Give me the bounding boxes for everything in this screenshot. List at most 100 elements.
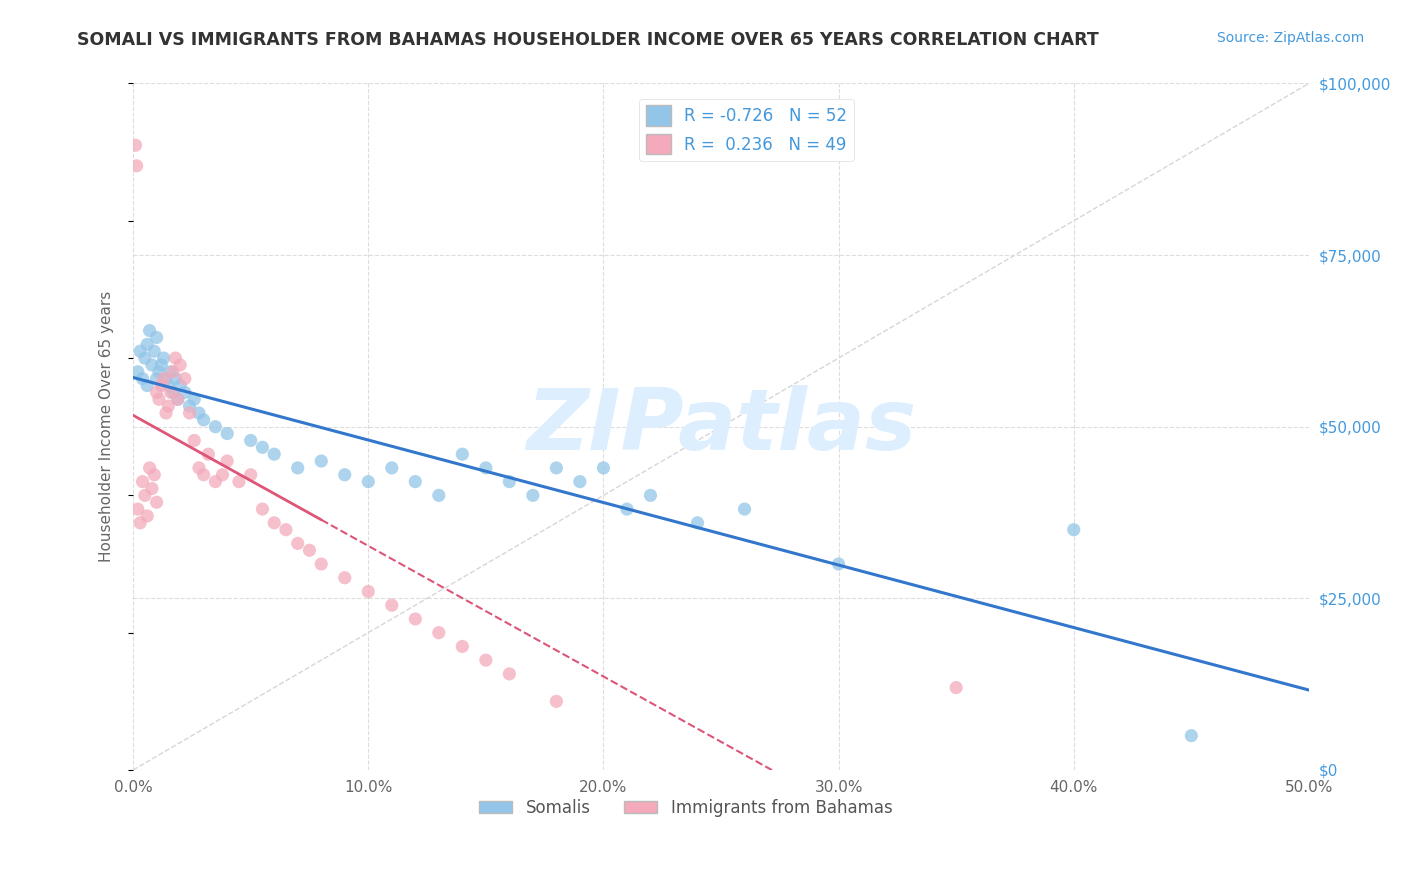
Point bbox=[546, 461, 568, 475]
Y-axis label: Householder Income Over 65 years: Householder Income Over 65 years bbox=[100, 291, 114, 562]
Point bbox=[1180, 729, 1202, 743]
Point bbox=[381, 461, 404, 475]
Point bbox=[159, 385, 181, 400]
Point bbox=[127, 365, 149, 379]
Point bbox=[166, 392, 188, 407]
Point bbox=[357, 475, 380, 489]
Point bbox=[475, 461, 498, 475]
Point bbox=[127, 502, 149, 516]
Point bbox=[155, 372, 177, 386]
Point bbox=[193, 413, 215, 427]
Point bbox=[252, 502, 274, 516]
Point bbox=[734, 502, 756, 516]
Point bbox=[498, 475, 520, 489]
Point bbox=[179, 399, 201, 413]
Point bbox=[298, 543, 321, 558]
Point bbox=[179, 406, 201, 420]
Point bbox=[333, 571, 356, 585]
Text: ZIPatlas: ZIPatlas bbox=[526, 385, 917, 468]
Point bbox=[157, 399, 180, 413]
Point bbox=[451, 640, 474, 654]
Point bbox=[136, 378, 159, 392]
Point bbox=[475, 653, 498, 667]
Point bbox=[217, 426, 239, 441]
Point bbox=[141, 482, 163, 496]
Point bbox=[183, 434, 205, 448]
Point bbox=[522, 488, 544, 502]
Point bbox=[169, 378, 191, 392]
Point bbox=[188, 406, 211, 420]
Point bbox=[211, 467, 233, 482]
Point bbox=[152, 372, 174, 386]
Point bbox=[263, 516, 285, 530]
Point bbox=[197, 447, 219, 461]
Point bbox=[239, 434, 262, 448]
Point bbox=[143, 344, 166, 359]
Point bbox=[193, 467, 215, 482]
Point bbox=[686, 516, 709, 530]
Point bbox=[152, 351, 174, 365]
Point bbox=[263, 447, 285, 461]
Point bbox=[136, 337, 159, 351]
Point bbox=[357, 584, 380, 599]
Point bbox=[592, 461, 614, 475]
Point bbox=[498, 666, 520, 681]
Point bbox=[148, 365, 170, 379]
Point bbox=[166, 392, 188, 407]
Point bbox=[138, 461, 160, 475]
Point bbox=[568, 475, 591, 489]
Point bbox=[188, 461, 211, 475]
Point bbox=[155, 406, 177, 420]
Point bbox=[1063, 523, 1085, 537]
Point bbox=[162, 385, 184, 400]
Point bbox=[125, 159, 148, 173]
Point bbox=[451, 447, 474, 461]
Point bbox=[427, 625, 450, 640]
Point bbox=[148, 392, 170, 407]
Point bbox=[145, 330, 167, 344]
Point bbox=[427, 488, 450, 502]
Point bbox=[287, 536, 309, 550]
Point bbox=[252, 440, 274, 454]
Point bbox=[145, 495, 167, 509]
Point bbox=[150, 378, 173, 392]
Point bbox=[945, 681, 967, 695]
Point bbox=[145, 372, 167, 386]
Point bbox=[124, 138, 146, 153]
Point bbox=[217, 454, 239, 468]
Point bbox=[274, 523, 297, 537]
Point bbox=[129, 516, 152, 530]
Point bbox=[827, 557, 849, 571]
Point bbox=[134, 488, 156, 502]
Point bbox=[131, 475, 153, 489]
Point bbox=[141, 358, 163, 372]
Point bbox=[287, 461, 309, 475]
Point bbox=[204, 475, 226, 489]
Point bbox=[159, 365, 181, 379]
Point bbox=[165, 351, 187, 365]
Point bbox=[138, 324, 160, 338]
Point bbox=[157, 378, 180, 392]
Point bbox=[381, 599, 404, 613]
Point bbox=[136, 508, 159, 523]
Point bbox=[239, 467, 262, 482]
Point bbox=[333, 467, 356, 482]
Point bbox=[134, 351, 156, 365]
Point bbox=[183, 392, 205, 407]
Point bbox=[173, 372, 195, 386]
Point bbox=[404, 612, 426, 626]
Point bbox=[309, 454, 332, 468]
Legend: Somalis, Immigrants from Bahamas: Somalis, Immigrants from Bahamas bbox=[472, 792, 898, 823]
Point bbox=[204, 419, 226, 434]
Point bbox=[228, 475, 250, 489]
Point bbox=[131, 372, 153, 386]
Point bbox=[546, 694, 568, 708]
Point bbox=[150, 358, 173, 372]
Point bbox=[640, 488, 662, 502]
Text: SOMALI VS IMMIGRANTS FROM BAHAMAS HOUSEHOLDER INCOME OVER 65 YEARS CORRELATION C: SOMALI VS IMMIGRANTS FROM BAHAMAS HOUSEH… bbox=[77, 31, 1099, 49]
Point bbox=[169, 358, 191, 372]
Point bbox=[616, 502, 638, 516]
Point bbox=[129, 344, 152, 359]
Point bbox=[404, 475, 426, 489]
Point bbox=[173, 385, 195, 400]
